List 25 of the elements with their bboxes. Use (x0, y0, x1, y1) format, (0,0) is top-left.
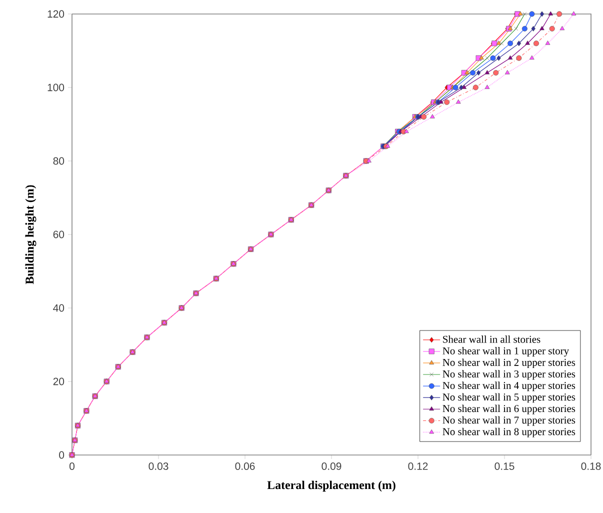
x-tick-label: 0 (70, 462, 75, 470)
legend-label: No shear wall in 7 upper stories (442, 416, 576, 426)
legend-label: No shear wall in 1 upper story (442, 347, 570, 357)
y-tick-label: 100 (48, 84, 64, 92)
y-tick-label: 120 (48, 10, 64, 18)
legend-label: No shear wall in 3 upper stories (442, 370, 576, 380)
legend-label: No shear wall in 8 upper stories (442, 428, 576, 438)
y-axis-title: Building height (m) (25, 185, 36, 284)
x-tick-label: 0.03 (148, 462, 168, 470)
y-tick-label: 60 (53, 230, 64, 238)
y-tick-label: 40 (53, 304, 64, 312)
x-axis-title: Lateral displacement (m) (267, 480, 396, 492)
x-tick-label: 0.15 (494, 462, 514, 470)
legend-label: No shear wall in 5 upper stories (442, 393, 576, 403)
x-tick-label: 0.09 (322, 462, 342, 470)
x-tick-label: 0.18 (581, 462, 601, 470)
y-tick-label: 80 (53, 157, 64, 165)
legend-label: Shear wall in all stories (443, 335, 540, 343)
legend-label: No shear wall in 4 upper stories (442, 382, 576, 392)
legend-label: No shear wall in 2 upper stories (442, 358, 576, 368)
x-tick-label: 0.12 (408, 462, 428, 470)
y-tick-label: 20 (53, 378, 64, 386)
x-tick-label: 0.06 (235, 462, 255, 470)
legend-label: No shear wall in 6 upper stories (442, 404, 576, 414)
y-tick-label: 0 (59, 451, 64, 459)
